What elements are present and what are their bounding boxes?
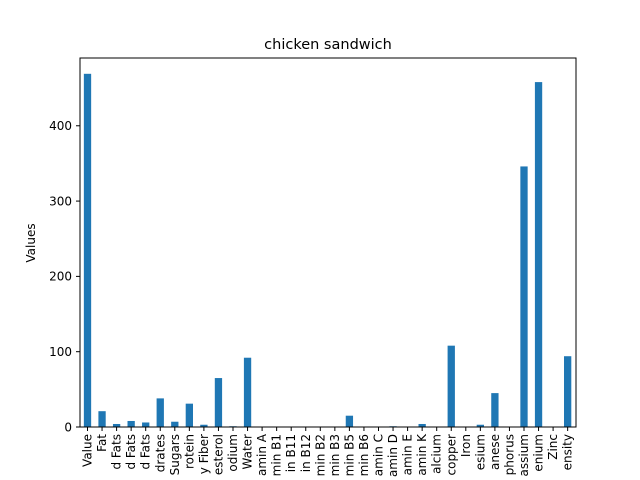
x-tick-label: min B2 [313, 434, 327, 476]
x-tick-label: phorus [502, 434, 516, 475]
x-tick-label: amin D [386, 434, 400, 477]
x-tick-label: enium [532, 434, 546, 472]
x-tick-label: min B3 [328, 434, 342, 476]
bar [476, 424, 484, 427]
x-tick-label: amin C [372, 434, 386, 476]
bar [127, 420, 135, 427]
y-axis-title: Values [24, 223, 38, 262]
x-axis: Value Fat d Fats d Fats d Fats drates Sugars ro… [81, 427, 575, 477]
plot-frame [79, 57, 577, 428]
x-tick-label: amin K [415, 433, 429, 476]
x-tick-label: Iron [459, 434, 473, 457]
x-tick-label: rotein [182, 434, 196, 469]
y-tick-label: 0 [64, 420, 72, 434]
x-tick-label: in B11 [284, 434, 298, 472]
bar [98, 411, 106, 427]
y-tick-label: 300 [49, 194, 72, 208]
x-tick-label: Water [241, 434, 255, 470]
bar [83, 73, 92, 427]
x-tick-label: min B6 [357, 434, 371, 476]
bar [142, 422, 150, 427]
chart-title: chicken sandwich [264, 37, 392, 53]
bar [345, 415, 354, 427]
y-tick-label: 100 [49, 345, 72, 359]
x-tick-label: ensity [561, 434, 575, 470]
bar [534, 82, 543, 427]
x-tick-label: Zinc [546, 434, 560, 460]
bar [112, 423, 121, 427]
y-axis: 0 100 200 300 400 [49, 119, 80, 434]
x-tick-label: anese [488, 434, 502, 470]
x-tick-label: in B12 [299, 434, 313, 472]
x-tick-label: min B1 [270, 434, 284, 476]
x-tick-label: esium [473, 434, 487, 470]
bar [214, 378, 223, 427]
x-tick-label: copper [444, 434, 458, 476]
bar [491, 393, 499, 427]
bar [447, 345, 455, 427]
bar [520, 166, 528, 427]
y-tick-label: 400 [49, 119, 72, 133]
x-tick-label: d Fats [139, 434, 153, 470]
bar [185, 403, 193, 427]
x-tick-label: drates [153, 434, 167, 472]
x-tick-label: d Fats [110, 434, 124, 470]
bar [243, 357, 252, 427]
bar [156, 398, 164, 427]
x-tick-label: amin A [255, 433, 269, 476]
x-tick-label: y Fiber [197, 434, 211, 474]
x-tick-label: odium [226, 434, 240, 472]
x-tick-label: Fat [95, 434, 109, 452]
bar [200, 424, 208, 427]
bar [418, 423, 426, 427]
x-tick-label: amin E [401, 434, 415, 475]
bar [171, 421, 179, 427]
bar [564, 356, 572, 427]
x-tick-label: assium [517, 434, 531, 477]
x-tick-label: Value [81, 434, 95, 467]
x-tick-label: Sugars [168, 434, 182, 475]
x-tick-label: alcium [430, 434, 444, 474]
x-tick-label: min B5 [342, 434, 356, 476]
x-tick-label: d Fats [124, 434, 138, 470]
y-tick-label: 200 [49, 270, 72, 284]
x-tick-label: esterol [211, 434, 225, 475]
bars-group [83, 73, 572, 427]
